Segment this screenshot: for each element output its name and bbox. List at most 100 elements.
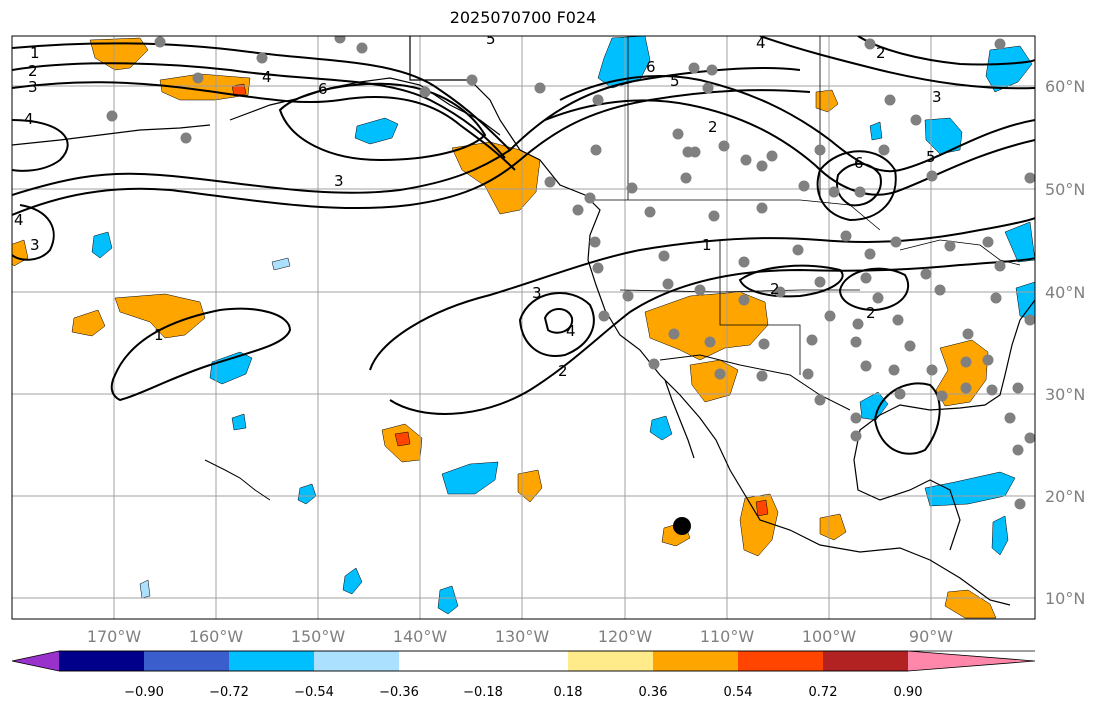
lon-tick-label: 110°W: [700, 627, 755, 646]
contour-label: 2: [28, 62, 38, 80]
colorbar-segment: [314, 651, 399, 671]
contour-label: 6: [318, 80, 328, 98]
colorbar-tick-label: 0.54: [724, 685, 753, 700]
station-markers: [106, 36, 1035, 510]
colorbar-tick-label: 0.36: [639, 685, 668, 700]
contour-labels: 1 2 3 4 3 4 4 6 3 5 6 5 4 2 3 2 6 5 1 2 …: [14, 30, 942, 380]
colorbar-tick-label: −0.18: [463, 685, 503, 700]
fill-negative: [437, 585, 459, 615]
contour-label: 4: [24, 110, 34, 128]
contour-label: 2: [866, 304, 876, 322]
colorbar-tick-label: 0.72: [809, 685, 838, 700]
contour-label: 4: [14, 211, 24, 229]
contour-label: 2: [708, 118, 718, 136]
colorbar-segment: [823, 651, 908, 671]
fill-negative: [649, 415, 673, 441]
fill-negative: [297, 483, 317, 505]
contour-label: 3: [28, 78, 38, 96]
fill-positive: [114, 293, 206, 339]
fill-negative: [342, 567, 363, 595]
fill-negative: [441, 461, 499, 495]
fill-negative: [91, 231, 113, 259]
fill-positive-strong: [755, 499, 769, 517]
contour-label: 3: [334, 172, 344, 190]
lat-tick-label: 30°N: [1045, 385, 1085, 404]
fill-positive: [815, 89, 839, 113]
fill-negative: [869, 121, 883, 141]
fill-positive: [689, 359, 739, 403]
lon-tick-label: 170°W: [87, 627, 142, 646]
lat-tick-label: 10°N: [1045, 589, 1085, 608]
fill-negative: [139, 579, 151, 599]
anomaly-fills: [12, 36, 1035, 619]
lon-tick-label: 90°W: [909, 627, 953, 646]
fill-positive: [12, 239, 29, 267]
lat-tick-label: 20°N: [1045, 487, 1085, 506]
colorbar-segment: [738, 651, 823, 671]
lon-tick-label: 100°W: [802, 627, 857, 646]
fill-negative: [985, 45, 1033, 93]
colorbar-segment: [59, 651, 144, 671]
contour-label: 1: [154, 326, 164, 344]
contour-label: 4: [756, 34, 766, 52]
contour-label: 6: [646, 58, 656, 76]
fill-negative: [859, 391, 889, 421]
colorbar-segment: [144, 651, 229, 671]
fill-negative: [271, 257, 291, 271]
fill-negative: [1004, 221, 1035, 263]
lon-tick-label: 140°W: [393, 627, 448, 646]
lat-tick-label: 60°N: [1045, 77, 1085, 96]
height-contours: [12, 36, 1035, 455]
colorbar-segment: [568, 651, 653, 671]
fill-positive-strong: [231, 83, 247, 97]
contour-label: 3: [30, 236, 40, 254]
colorbar-ticks: −0.90 −0.72 −0.54 −0.36 −0.18 0.18 0.36 …: [124, 685, 922, 700]
colorbar-segment: [399, 651, 483, 671]
map-frame: [11, 35, 1036, 620]
colorbar-tick-label: 0.18: [554, 685, 583, 700]
latitude-labels: 60°N 50°N 40°N 30°N 20°N 10°N: [1045, 77, 1085, 608]
colorbar-segment: [12, 651, 59, 671]
fill-positive: [517, 469, 543, 503]
contour-label: 4: [566, 322, 576, 340]
lat-tick-label: 50°N: [1045, 180, 1085, 199]
contour-label: 3: [532, 284, 542, 302]
fill-positive: [739, 493, 779, 557]
colorbar-segment: [229, 651, 314, 671]
lon-tick-label: 130°W: [495, 627, 550, 646]
fill-positive-strong: [394, 431, 411, 447]
lat-tick-label: 40°N: [1045, 283, 1085, 302]
colorbar: −0.90 −0.72 −0.54 −0.36 −0.18 0.18 0.36 …: [11, 650, 1036, 700]
fill-negative: [597, 36, 651, 89]
fill-positive: [71, 309, 106, 337]
contour-label: 5: [670, 72, 680, 90]
current-location-marker: [673, 517, 691, 535]
fill-negative: [354, 117, 399, 145]
fill-negative: [231, 413, 247, 431]
fill-positive: [644, 291, 769, 361]
contour-label: 2: [558, 362, 568, 380]
fill-negative: [924, 117, 963, 155]
lon-tick-label: 120°W: [598, 627, 653, 646]
contour-label: 6: [854, 154, 864, 172]
fill-negative: [1015, 281, 1035, 321]
contour-label: 2: [876, 44, 886, 62]
fill-positive: [819, 513, 847, 541]
colorbar-tick-label: −0.90: [124, 685, 164, 700]
fill-positive: [935, 339, 989, 407]
contour-label: 3: [932, 88, 942, 106]
fill-negative: [991, 515, 1009, 556]
longitude-labels: 170°W 160°W 150°W 140°W 130°W 120°W 110°…: [87, 627, 953, 646]
fill-positive: [89, 37, 149, 71]
contour-label: 1: [30, 44, 40, 62]
contour-label: 5: [486, 30, 496, 48]
lon-tick-label: 160°W: [189, 627, 244, 646]
colorbar-tick-label: −0.54: [294, 685, 334, 700]
colorbar-tick-label: 0.90: [894, 685, 923, 700]
colorbar-segment: [483, 651, 568, 671]
plot-title: 2025070700 F024: [449, 8, 597, 27]
colorbar-segment: [908, 651, 1035, 671]
contour-label: 4: [262, 68, 272, 86]
colorbar-tick-label: −0.36: [379, 685, 419, 700]
